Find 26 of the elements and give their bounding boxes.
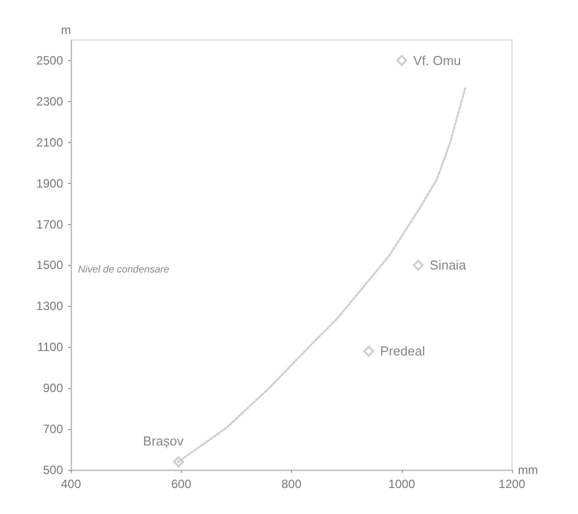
- y-axis-title: m: [61, 23, 71, 37]
- point: [412, 260, 424, 271]
- y-tick-label: 1300: [36, 299, 64, 314]
- point: [396, 54, 408, 66]
- y-tick-label: 1700: [36, 217, 64, 232]
- x-axis-title: mm: [518, 463, 538, 477]
- y-tick-label: 2100: [36, 135, 64, 150]
- data-label: Sinaia: [430, 258, 467, 273]
- y-tick-label: 900: [42, 381, 64, 396]
- y-tick-label: 1100: [37, 340, 64, 354]
- x-tick-label: 400: [60, 477, 82, 491]
- y-tick-label: 700: [42, 422, 64, 436]
- y-tick-label: 2500: [36, 53, 64, 68]
- point: [363, 346, 374, 357]
- y-tick-label: 1500: [36, 258, 64, 272]
- x-tick-label: 1000: [388, 477, 416, 491]
- y-tick-label: 2300: [36, 94, 64, 108]
- x-tick-label: 1200: [498, 477, 526, 491]
- annotation: Nivel de condensare: [78, 264, 170, 276]
- y-tick-label: 1900: [36, 176, 64, 190]
- x-tick-label: 600: [171, 477, 192, 491]
- y-tick-label: 500: [42, 463, 64, 477]
- data-label: Vf. Omu: [413, 52, 461, 68]
- data-label: Predeal: [380, 344, 426, 359]
- x-tick-label: 800: [281, 477, 302, 491]
- data-label: Brașov: [142, 433, 184, 448]
